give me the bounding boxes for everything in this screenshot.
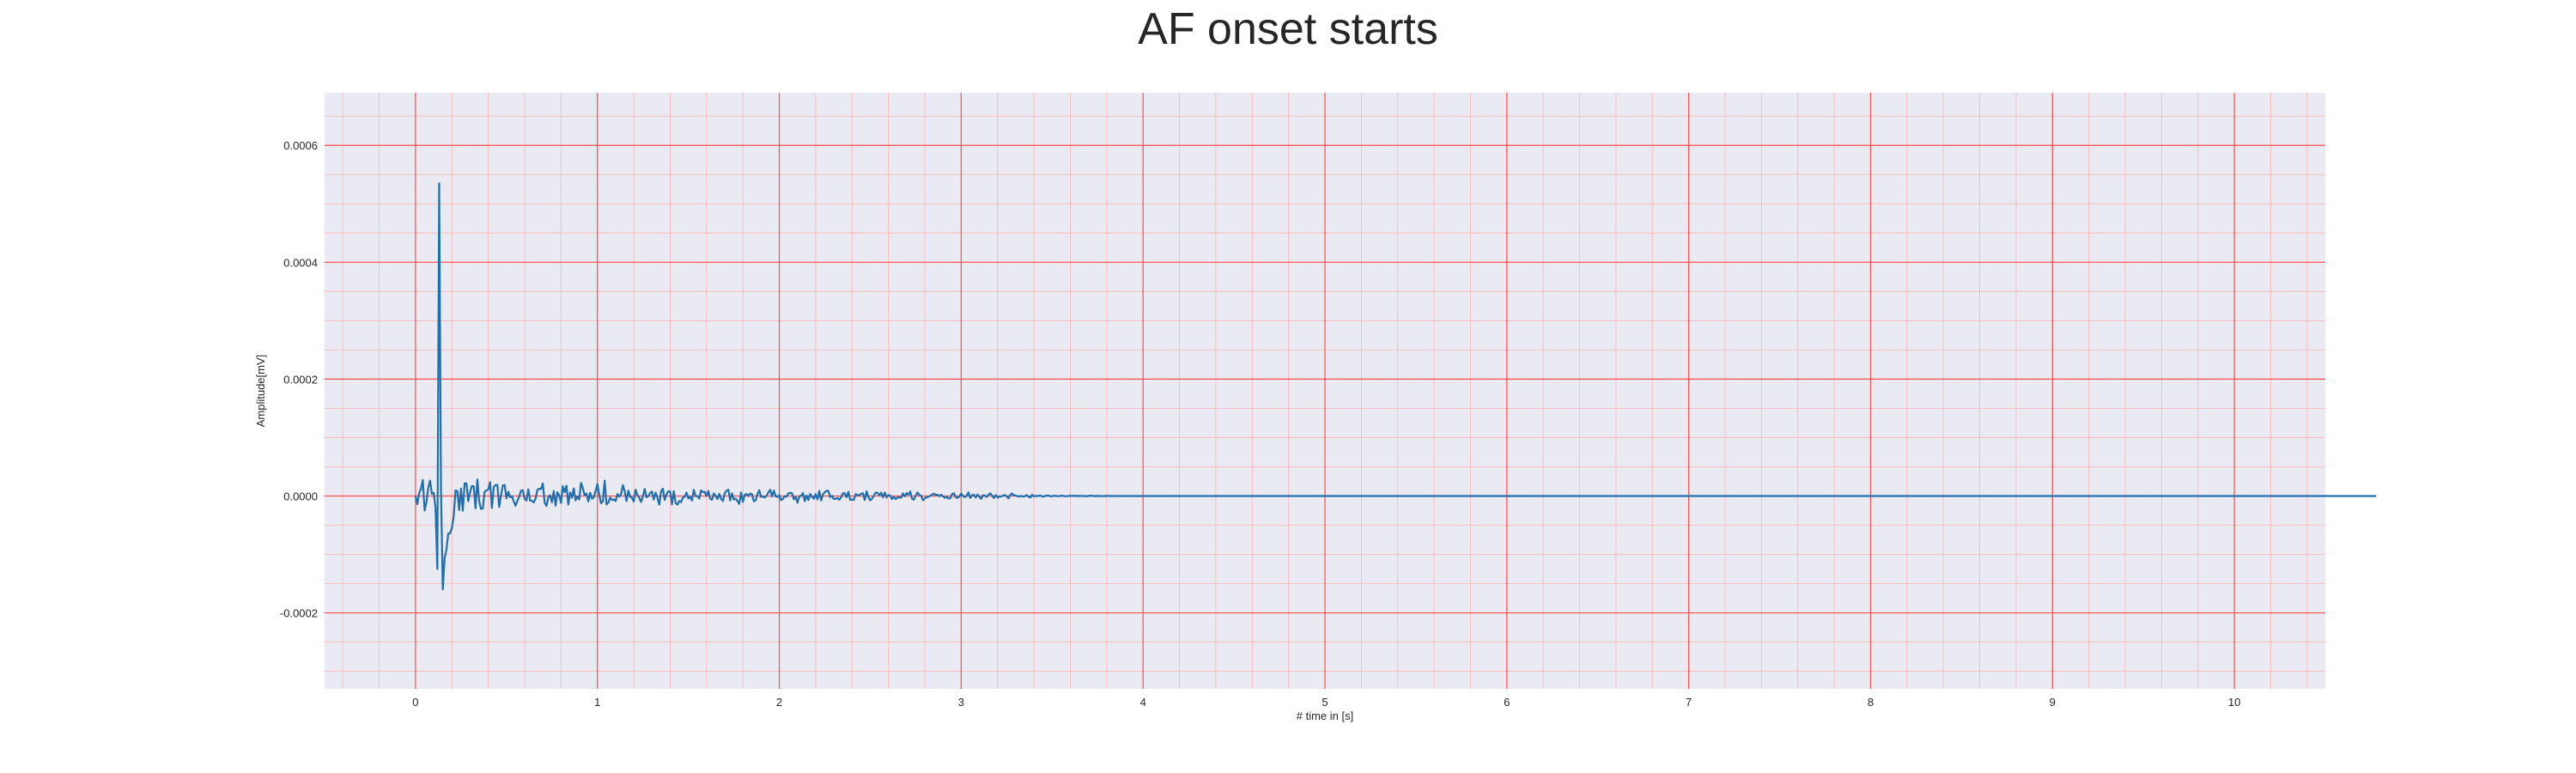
x-tick-label: 3 bbox=[958, 696, 964, 709]
x-tick-label: 7 bbox=[1686, 696, 1692, 709]
y-tick-label: 0.0002 bbox=[283, 373, 318, 386]
y-tick-label: -0.0002 bbox=[280, 607, 318, 620]
x-tick-labels: 0 1 2 3 4 5 6 7 8 9 10 bbox=[412, 696, 2240, 709]
x-tick-label: 2 bbox=[776, 696, 782, 709]
x-tick-label: 9 bbox=[2050, 696, 2056, 709]
chart-title: AF onset starts bbox=[1138, 4, 1438, 54]
x-axis-label: # time in [s] bbox=[1297, 709, 1353, 722]
x-tick-label: 10 bbox=[2228, 696, 2240, 709]
y-tick-label: 0.0004 bbox=[283, 256, 318, 269]
y-tick-label: 0.0000 bbox=[283, 490, 318, 502]
x-tick-label: 6 bbox=[1504, 696, 1510, 709]
x-tick-label: 4 bbox=[1140, 696, 1146, 709]
x-tick-label: 1 bbox=[594, 696, 600, 709]
x-tick-label: 5 bbox=[1321, 696, 1327, 709]
y-tick-label: 0.0006 bbox=[283, 139, 318, 152]
x-tick-label: 8 bbox=[1868, 696, 1874, 709]
ecg-series-line bbox=[414, 182, 2377, 591]
y-tick-labels: -0.0002 0.0000 0.0002 0.0004 0.0006 bbox=[280, 139, 318, 619]
series-layer bbox=[414, 182, 2377, 591]
x-tick-label: 0 bbox=[412, 696, 418, 709]
y-axis-label: Amplitude[mV] bbox=[254, 355, 267, 428]
